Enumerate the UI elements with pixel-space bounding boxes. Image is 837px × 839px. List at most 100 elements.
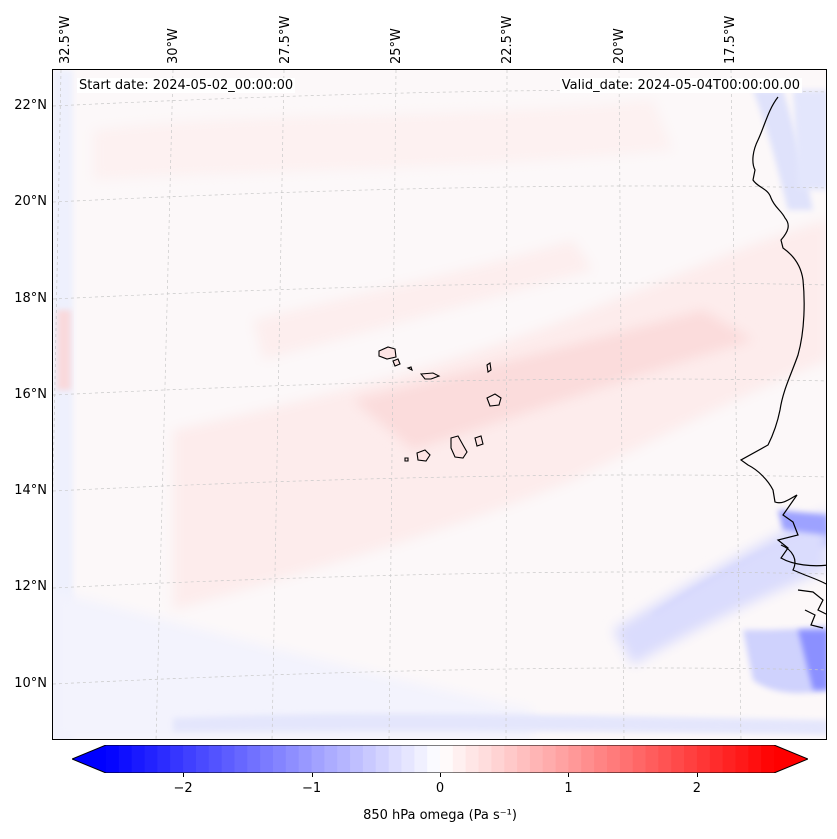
colorbar-segment — [632, 745, 647, 773]
colorbar-segment — [362, 745, 377, 773]
lat-label-20n: 20°N — [14, 194, 47, 209]
negative-core-south — [798, 630, 826, 690]
colorbar-label: 850 hPa omega (Pa s⁻¹) — [363, 808, 517, 823]
colorbar-segment — [401, 745, 415, 773]
colorbar-segment — [106, 745, 120, 773]
parallel-10n — [53, 667, 826, 685]
colorbar-segment — [658, 745, 672, 773]
colorbar-segment — [118, 745, 133, 773]
lon-label-17-5w: 17.5°W — [723, 15, 738, 64]
colorbar-segment — [350, 745, 364, 773]
colorbar-segment — [234, 745, 248, 773]
colorbar-segment — [722, 745, 737, 773]
negative-core-gambia — [778, 510, 826, 535]
valid-date-label: Valid_date: 2024-05-04T00:00:00.00 — [559, 78, 802, 93]
colorbar-segment — [298, 745, 313, 773]
island-santo-antao — [378, 346, 397, 360]
colorbar-segment — [440, 745, 454, 773]
colorbar-segment — [337, 745, 351, 773]
lon-label-25w: 25°W — [389, 28, 404, 64]
meridian-27-5w — [271, 70, 285, 739]
colorbar-segment — [581, 745, 595, 773]
lat-label-14n: 14°N — [14, 483, 47, 498]
colorbar-segment — [671, 745, 685, 773]
colorbar-segment — [311, 745, 325, 773]
colorbar-segment — [324, 745, 338, 773]
parallel-16n — [53, 378, 826, 396]
positive-patch-left — [57, 310, 71, 390]
colorbar-segment — [594, 745, 608, 773]
positive-band-north — [253, 240, 593, 360]
colorbar — [70, 744, 810, 774]
lon-label-32-5w: 32.5°W — [58, 15, 73, 64]
colorbar-tick-label: 0 — [435, 781, 445, 796]
colorbar-tick-mark — [183, 773, 185, 777]
colorbar-svg — [70, 744, 810, 774]
colorbar-segment — [568, 745, 582, 773]
colorbar-segment — [144, 745, 158, 773]
negative-area-southwest — [53, 590, 533, 739]
colorbar-tick-mark — [696, 773, 698, 777]
colorbar-segment — [273, 745, 287, 773]
colorbar-segment — [504, 745, 518, 773]
omega-shading — [53, 70, 826, 739]
colorbar-segment — [517, 745, 531, 773]
colorbar-segment — [619, 745, 634, 773]
island-maio — [474, 435, 484, 447]
island-fogo — [416, 449, 431, 462]
colorbar-segment — [645, 745, 659, 773]
lon-label-22-5w: 22.5°W — [500, 15, 515, 64]
lat-label-16n: 16°N — [14, 387, 47, 402]
african-coastline — [739, 96, 826, 567]
colorbar-segment — [607, 745, 621, 773]
graticule — [53, 70, 826, 739]
map-panel[interactable] — [52, 69, 827, 740]
colorbar-extend-min — [72, 745, 106, 773]
colorbar-segment — [247, 745, 261, 773]
positive-band-core — [353, 310, 753, 450]
parallel-20n — [53, 185, 826, 203]
colorbar-segment — [131, 745, 146, 773]
parallel-14n — [53, 474, 826, 492]
colorbar-segment — [684, 745, 698, 773]
parallel-12n — [53, 571, 826, 589]
colorbar-segment — [414, 745, 428, 773]
colorbar-segment — [388, 745, 403, 773]
colorbar-segment — [183, 745, 197, 773]
colorbar-segment — [542, 745, 557, 773]
parallel-18n — [53, 282, 826, 300]
island-brava — [404, 457, 409, 462]
colorbar-segment — [221, 745, 236, 773]
negative-coast-northeast — [793, 90, 826, 190]
negative-streak-bottom — [173, 713, 826, 735]
meridian-20w — [618, 70, 625, 739]
island-sao-nicolau — [419, 372, 441, 380]
colorbar-tick-mark — [440, 773, 441, 777]
negative-strip-left — [53, 70, 73, 739]
colorbar-tick-label: −1 — [301, 781, 322, 796]
guinea-bissau-coast — [797, 589, 826, 615]
colorbar-tick-label: −2 — [173, 781, 193, 796]
negative-band-halo — [613, 510, 826, 665]
colorbar-segment — [491, 745, 505, 773]
colorbar-segment — [529, 745, 544, 773]
coastlines — [739, 96, 826, 629]
colorbar-segment — [375, 745, 390, 773]
colorbar-extend-max — [774, 745, 808, 773]
lat-label-12n: 12°N — [14, 579, 47, 594]
colorbar-segment — [696, 745, 711, 773]
omega-field-map — [53, 70, 826, 739]
colorbar-segment — [260, 745, 274, 773]
lat-label-18n: 18°N — [14, 291, 47, 306]
colorbar-segment — [452, 745, 467, 773]
island-sal — [486, 362, 492, 373]
colorbar-segment — [478, 745, 492, 773]
colorbar-tick-label: 1 — [564, 781, 573, 796]
colorbar-segment — [195, 745, 210, 773]
bijagos-coast — [804, 609, 824, 629]
colorbar-tick-mark — [311, 773, 313, 777]
colorbar-segment — [170, 745, 184, 773]
colorbar-segment — [465, 745, 480, 773]
positive-band-top — [93, 100, 673, 180]
colorbar-segment — [735, 745, 749, 773]
